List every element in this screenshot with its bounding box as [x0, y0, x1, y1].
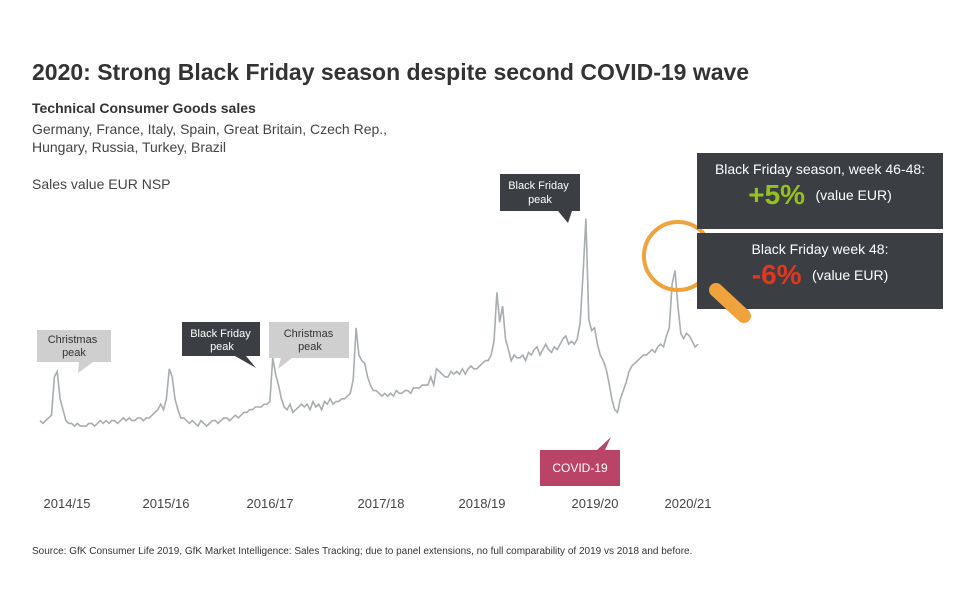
callout-black-friday-line-3: Black Friday [508, 180, 569, 192]
callout-christmas-bubble-2 [269, 322, 349, 369]
callout-covid: COVID-19 [540, 437, 620, 486]
svg-text:Christmas peak: Christmas peak [48, 334, 101, 359]
x-tick-label: 2016/17 [247, 496, 294, 511]
panel-season-result: Black Friday season, week 46-48: +5% (va… [697, 153, 943, 229]
callout-christmas-bubble-1 [37, 330, 111, 373]
callout-christmas-peak-2: Christmas peak [269, 322, 349, 369]
x-tick-label: 2019/20 [572, 496, 619, 511]
chart-title: 2020: Strong Black Friday season despite… [32, 59, 750, 85]
x-tick-label: 2015/16 [143, 496, 190, 511]
x-tick-label: 2018/19 [459, 496, 506, 511]
callout-covid-label: COVID-19 [552, 461, 608, 475]
callout-black-friday-line-1: Black Friday [190, 328, 251, 340]
x-tick-label: 2014/15 [44, 496, 91, 511]
x-tick-label: 2020/21 [665, 496, 712, 511]
callout-black-friday-line-2: peak [210, 341, 234, 353]
callout-black-friday-peak-2: Black Friday peak [500, 174, 580, 223]
callout-black-friday-bubble-1 [182, 322, 260, 368]
country-list: Germany, France, Italy, Spain, Great Bri… [32, 121, 388, 155]
callout-black-friday-peak-1: Black Friday peak [182, 322, 260, 368]
svg-text:Black Friday peak: Black Friday peak [508, 180, 572, 206]
panel-season-value: +5% [748, 179, 806, 210]
callout-christmas-line-3: Christmas [284, 328, 334, 340]
panel-week-note: (value EUR) [812, 267, 889, 283]
callout-black-friday-line-4: peak [528, 194, 552, 206]
callout-black-friday-bubble-2 [500, 174, 580, 223]
svg-text:Black Friday peak: Black Friday peak [190, 328, 254, 353]
panel-week-result: Black Friday week 48: -6% (value EUR) [697, 233, 943, 309]
callout-covid-bubble [540, 437, 620, 486]
callout-christmas-line-1: Christmas [48, 334, 98, 346]
sales-series-line [39, 218, 699, 428]
panel-season-note: (value EUR) [815, 187, 892, 203]
callout-christmas-peak-1: Christmas peak [37, 330, 111, 373]
x-axis-ticks: 2014/15 2015/16 2016/17 2017/18 2018/19 2019/… [44, 496, 712, 511]
source-note: Source: GfK Consumer Life 2019, GfK Mark… [32, 546, 693, 557]
panel-season-label: Black Friday season, week 46-48: [714, 161, 926, 177]
callout-christmas-line-2: peak [62, 347, 86, 359]
panel-week-label: Black Friday week 48: [751, 241, 889, 257]
chart-subtitle: Technical Consumer Goods sales [32, 100, 256, 116]
x-tick-label: 2017/18 [358, 496, 405, 511]
unit-label: Sales value EUR NSP [32, 176, 171, 192]
svg-text:Christmas peak: Christmas peak [284, 328, 337, 353]
panel-week-value: -6% [751, 259, 802, 290]
callout-christmas-line-4: peak [298, 341, 322, 353]
